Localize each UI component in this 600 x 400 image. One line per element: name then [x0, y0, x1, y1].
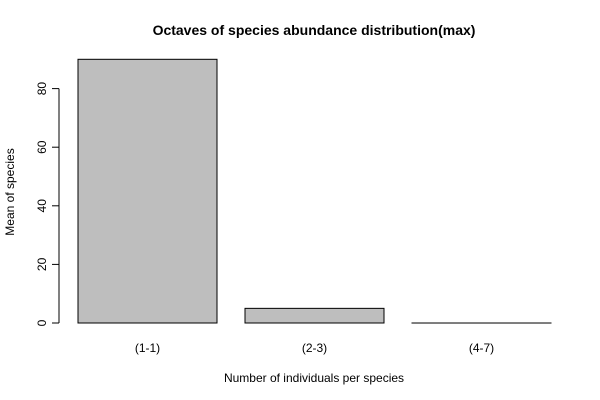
chart-title: Octaves of species abundance distributio… — [153, 22, 476, 38]
bar-2 — [244, 307, 385, 324]
y-tick-label: 20 — [35, 257, 49, 271]
y-axis-label: Mean of species — [3, 148, 17, 235]
x-axis-label: Number of individuals per species — [224, 371, 404, 385]
y-tick-label: 60 — [35, 140, 49, 154]
bars-group — [77, 58, 552, 324]
x-tick-labels: (1-1) (2-3) (4-7) — [135, 341, 494, 355]
y-tick-label: 0 — [35, 319, 49, 326]
y-tick-label: 80 — [35, 82, 49, 96]
y-tick-label: 40 — [35, 199, 49, 213]
x-tick-label: (4-7) — [469, 341, 494, 355]
bar-1 — [77, 58, 218, 324]
x-tick-label: (1-1) — [135, 341, 160, 355]
x-tick-label: (2-3) — [302, 341, 327, 355]
y-axis: 0 20 40 60 80 — [35, 82, 60, 326]
